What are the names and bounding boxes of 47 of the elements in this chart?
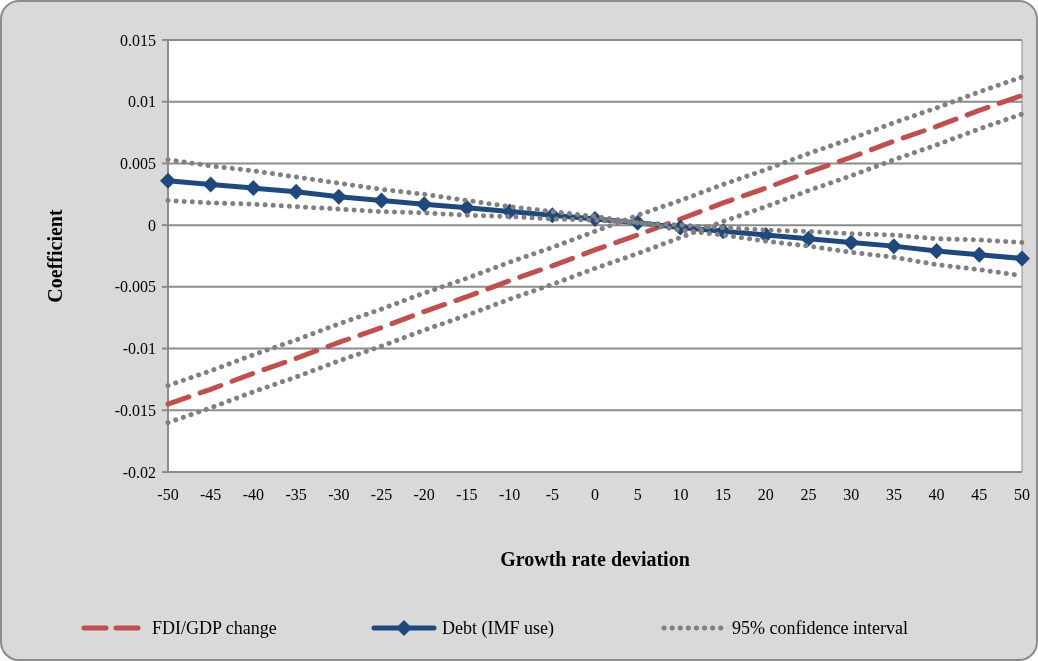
y-tick-label: -0.02 [122, 463, 156, 481]
y-axis-title: Coefficient [44, 209, 66, 303]
point [245, 180, 262, 197]
x-tick-label: -15 [456, 486, 478, 503]
x-tick-label: -5 [545, 486, 559, 503]
x-tick-label: 30 [843, 486, 860, 503]
point [202, 176, 219, 193]
x-tick-label: -25 [370, 486, 393, 503]
y-tick-label: 0 [148, 216, 156, 234]
point [800, 230, 817, 247]
x-tick-label: 5 [633, 486, 642, 503]
x-tick-label: 40 [928, 486, 945, 503]
x-axis-title: Growth rate deviation [500, 548, 690, 570]
x-tick-label: 20 [757, 486, 774, 503]
x-tick-label: -10 [498, 486, 521, 503]
x-tick-label: 15 [715, 486, 732, 503]
point [971, 246, 988, 263]
x-tick-label: -50 [157, 486, 179, 503]
y-tick-label: -0.015 [114, 401, 156, 419]
y-tick-label: -0.005 [114, 278, 156, 296]
x-tick-label: -45 [200, 486, 222, 503]
x-tick-label: 45 [971, 486, 988, 503]
legend-label: FDI/GDP change [152, 618, 277, 639]
legend-label: 95% confidence interval [732, 618, 908, 639]
x-tick-label: 0 [591, 486, 599, 503]
y-tick-label: 0.015 [120, 31, 156, 49]
y-tick-label: 0.005 [120, 155, 156, 173]
x-tick-label: 50 [1014, 486, 1030, 503]
y-tick-label: -0.01 [122, 340, 156, 358]
point [1014, 250, 1030, 267]
point [160, 172, 176, 189]
x-tick-label: -20 [413, 486, 435, 503]
x-tick-label: -35 [285, 486, 307, 503]
point [288, 183, 305, 200]
x-tick-label: 35 [885, 486, 902, 503]
point [416, 196, 433, 213]
point [928, 243, 945, 260]
point [330, 188, 347, 205]
x-tick-label: -30 [328, 486, 350, 503]
x-tick-label: 25 [800, 486, 817, 503]
y-tick-label: 0.01 [128, 93, 156, 111]
x-tick-label: -40 [242, 486, 265, 503]
point [373, 192, 390, 209]
legend-label: Debt (IMF use) [442, 618, 554, 640]
x-tick-label: 10 [672, 486, 689, 503]
point [843, 234, 860, 251]
point [885, 238, 902, 255]
